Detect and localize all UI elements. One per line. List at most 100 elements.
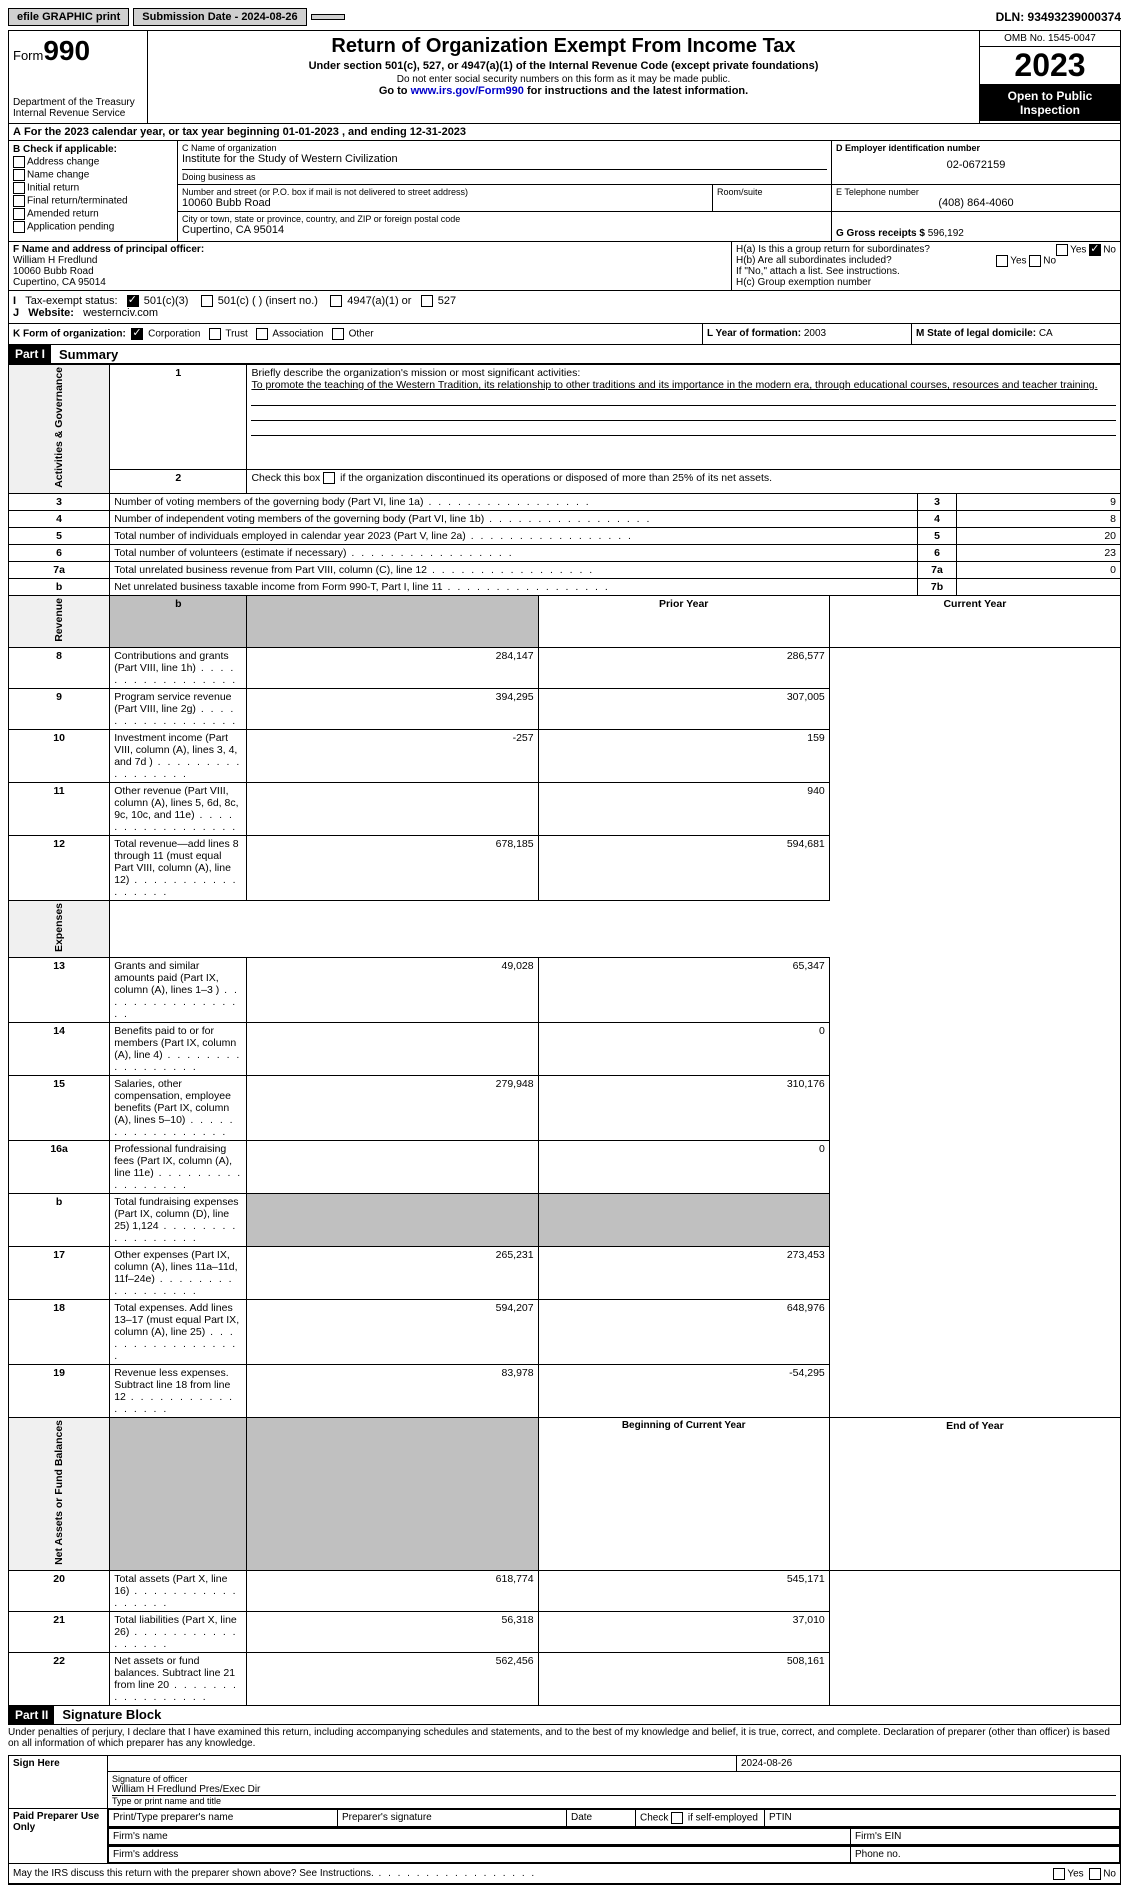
col-boy: Beginning of Current Year: [538, 1417, 829, 1570]
part1-title: Summary: [51, 347, 118, 362]
city-lbl: City or town, state or province, country…: [182, 214, 827, 224]
firm-ein-lbl: Firm's EIN: [851, 1828, 1120, 1844]
line2-text2: if the organization discontinued its ope…: [337, 472, 772, 484]
ptin-lbl: PTIN: [765, 1809, 1120, 1826]
line2-text: Check this box: [251, 472, 323, 484]
ha-yes[interactable]: [1056, 244, 1068, 256]
row-a: A For the 2023 calendar year, or tax yea…: [8, 124, 1121, 141]
tax-status-row: I Tax-exempt status: 501(c)(3) 501(c) ( …: [9, 291, 1120, 323]
hb-yes[interactable]: [996, 255, 1008, 267]
chk-address[interactable]: [13, 156, 25, 168]
may-discuss-text: May the IRS discuss this return with the…: [13, 1868, 536, 1879]
section-fh: F Name and address of principal officer:…: [8, 242, 1121, 291]
line1-lbl: Briefly describe the organization's miss…: [251, 367, 580, 379]
officer-addr: 10060 Bubb Road: [13, 266, 727, 277]
form-number: 990: [43, 35, 90, 66]
org-name: Institute for the Study of Western Civil…: [182, 153, 827, 165]
chk-discontinued[interactable]: [323, 472, 335, 484]
hc-text: H(c) Group exemption number: [736, 277, 1116, 288]
addr-lbl: Number and street (or P.O. box if mail i…: [182, 187, 708, 197]
hdr-mid: Return of Organization Exempt From Incom…: [148, 31, 979, 123]
firm-name-lbl: Firm's name: [109, 1828, 851, 1844]
chk-amended[interactable]: [13, 208, 25, 220]
subtitle-1: Under section 501(c), 527, or 4947(a)(1)…: [152, 60, 975, 72]
ein-value: 02-0672159: [836, 159, 1116, 171]
summary-table: Activities & Governance 1 Briefly descri…: [8, 364, 1121, 1706]
discuss-yes[interactable]: [1053, 1868, 1065, 1880]
chk-assoc[interactable]: [256, 328, 268, 340]
sig-type-lbl: Type or print name and title: [112, 1795, 1116, 1806]
chk-trust[interactable]: [209, 328, 221, 340]
chk-other[interactable]: [332, 328, 344, 340]
footer: For Paperwork Reduction Act Notice, see …: [8, 1884, 1121, 1888]
blank-btn[interactable]: [311, 14, 345, 20]
chk-initial[interactable]: [13, 182, 25, 194]
col-prior-year: Prior Year: [538, 595, 829, 647]
may-discuss-row: May the IRS discuss this return with the…: [8, 1864, 1121, 1884]
chk-pending[interactable]: [13, 221, 25, 233]
ha-text: H(a) Is this a group return for subordin…: [736, 244, 930, 255]
pp-sig-lbl: Preparer's signature: [338, 1809, 567, 1826]
part2-badge: Part II: [9, 1706, 54, 1724]
chk-self-employed[interactable]: [671, 1812, 683, 1824]
irs-link[interactable]: www.irs.gov/Form990: [411, 85, 524, 97]
officer-city: Cupertino, CA 95014: [13, 277, 727, 288]
street-address: 10060 Bubb Road: [182, 197, 708, 209]
hb2-text: If "No," attach a list. See instructions…: [736, 266, 1116, 277]
chk-4947[interactable]: [330, 295, 342, 307]
sidebar-ag: Activities & Governance: [53, 367, 65, 488]
year-formation: 2003: [804, 328, 826, 339]
discuss-no[interactable]: [1089, 1868, 1101, 1880]
section-bcd: B Check if applicable: Address change Na…: [8, 141, 1121, 242]
chk-final[interactable]: [13, 195, 25, 207]
sig-date: 2024-08-26: [737, 1755, 1121, 1771]
part1-badge: Part I: [9, 345, 51, 363]
ha-no[interactable]: [1089, 244, 1101, 256]
l-cell: L Year of formation: 2003: [702, 324, 911, 344]
col-eoy: End of Year: [829, 1417, 1120, 1570]
pp-name-lbl: Print/Type preparer's name: [109, 1809, 338, 1826]
phone-lbl: E Telephone number: [836, 187, 1116, 197]
k-row: K Form of organization: Corporation Trus…: [9, 324, 702, 344]
chk-501c[interactable]: [201, 295, 213, 307]
hb-no[interactable]: [1029, 255, 1041, 267]
m-cell: M State of legal domicile: CA: [911, 324, 1120, 344]
c-name-lbl: C Name of organization: [182, 143, 827, 153]
hdr-right: OMB No. 1545-0047 2023 Open to Public In…: [979, 31, 1120, 123]
hb-text: H(b) Are all subordinates included?: [736, 255, 892, 266]
chk-corp[interactable]: [131, 328, 143, 340]
phone-lbl2: Phone no.: [851, 1846, 1120, 1862]
section-ij: I Tax-exempt status: 501(c)(3) 501(c) ( …: [8, 291, 1121, 324]
dln: DLN: 93493239000374: [996, 10, 1121, 24]
part2-title: Signature Block: [54, 1707, 161, 1722]
efile-btn[interactable]: efile GRAPHIC print: [8, 8, 129, 26]
tax-year-range: For the 2023 calendar year, or tax year …: [24, 126, 466, 138]
col-cd: C Name of organization Institute for the…: [178, 141, 1120, 241]
officer-name: William H Fredlund: [13, 255, 727, 266]
pp-chk-cell: Check if self-employed: [636, 1809, 765, 1826]
room-lbl: Room/suite: [713, 185, 831, 211]
firm-addr-lbl: Firm's address: [109, 1846, 851, 1862]
col-f: F Name and address of principal officer:…: [9, 242, 732, 290]
chk-501c3[interactable]: [127, 295, 139, 307]
col-h: H(a) Is this a group return for subordin…: [732, 242, 1120, 290]
perjury-declaration: Under penalties of perjury, I declare th…: [8, 1725, 1121, 1751]
subtitle-2: Do not enter social security numbers on …: [152, 74, 975, 85]
mission-text: To promote the teaching of the Western T…: [251, 379, 1097, 391]
part1-header: Part I Summary: [8, 345, 1121, 364]
submission-btn[interactable]: Submission Date - 2024-08-26: [133, 8, 306, 26]
sign-here-lbl: Sign Here: [9, 1755, 108, 1808]
part2-header: Part II Signature Block: [8, 1706, 1121, 1725]
sidebar-na: Net Assets or Fund Balances: [53, 1420, 65, 1565]
hdr-left: Form990 Department of the Treasury Inter…: [9, 31, 148, 123]
chk-527[interactable]: [421, 295, 433, 307]
b-header: B Check if applicable:: [13, 144, 173, 155]
sidebar-rev: Revenue: [53, 598, 65, 642]
signature-table: Sign Here 2024-08-26 Signature of office…: [8, 1755, 1121, 1864]
chk-name[interactable]: [13, 169, 25, 181]
city-value: Cupertino, CA 95014: [182, 224, 827, 236]
state-domicile: CA: [1039, 328, 1053, 339]
public-inspection: Open to Public Inspection: [980, 85, 1120, 121]
dept-label: Department of the Treasury Internal Reve…: [13, 97, 143, 119]
sidebar-exp: Expenses: [53, 903, 65, 952]
